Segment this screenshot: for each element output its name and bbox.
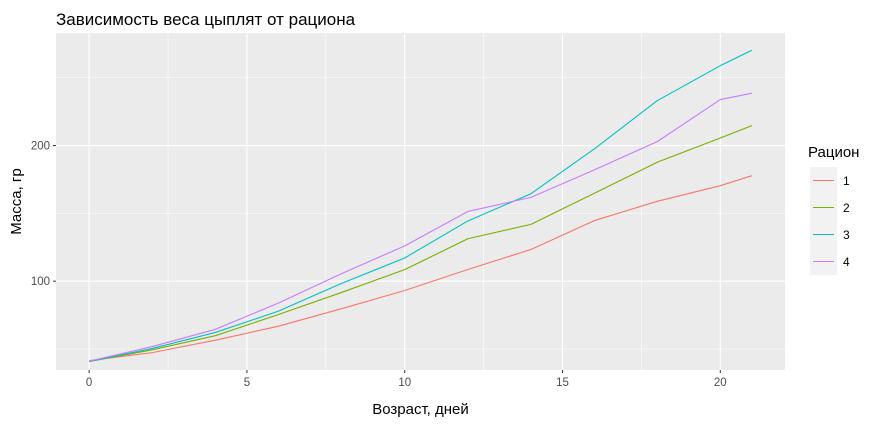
y-axis: 100 200 xyxy=(31,141,56,288)
x-tick-label: 20 xyxy=(714,377,727,389)
y-axis-title: Масса, гр xyxy=(8,168,25,235)
x-tick-label: 5 xyxy=(244,377,250,389)
x-axis-title: Возраст, дней xyxy=(372,401,469,418)
grid-minor xyxy=(56,33,785,370)
series-line-4 xyxy=(89,92,752,362)
series-line-2 xyxy=(89,125,753,363)
series-layer xyxy=(89,49,753,363)
legend-title: Рацион xyxy=(808,144,859,161)
x-axis: 0 5 10 15 20 xyxy=(86,370,727,389)
x-tick-label: 15 xyxy=(556,377,569,389)
legend: Рацион 1 2 3 4 xyxy=(808,144,859,275)
series-line-1 xyxy=(89,175,753,362)
plot-panel xyxy=(56,33,785,370)
legend-label-4: 4 xyxy=(843,255,850,269)
legend-label-2: 2 xyxy=(843,201,850,215)
x-tick-label: 0 xyxy=(86,377,92,389)
chart-title: Зависимость веса цыплят от рациона xyxy=(56,10,356,29)
legend-label-1: 1 xyxy=(843,174,850,188)
legend-label-3: 3 xyxy=(843,228,850,242)
series-line-3 xyxy=(89,49,753,362)
y-tick-label: 200 xyxy=(31,141,50,153)
grid-major xyxy=(56,33,785,370)
y-tick-label: 100 xyxy=(31,276,50,288)
x-tick-label: 10 xyxy=(398,377,411,389)
